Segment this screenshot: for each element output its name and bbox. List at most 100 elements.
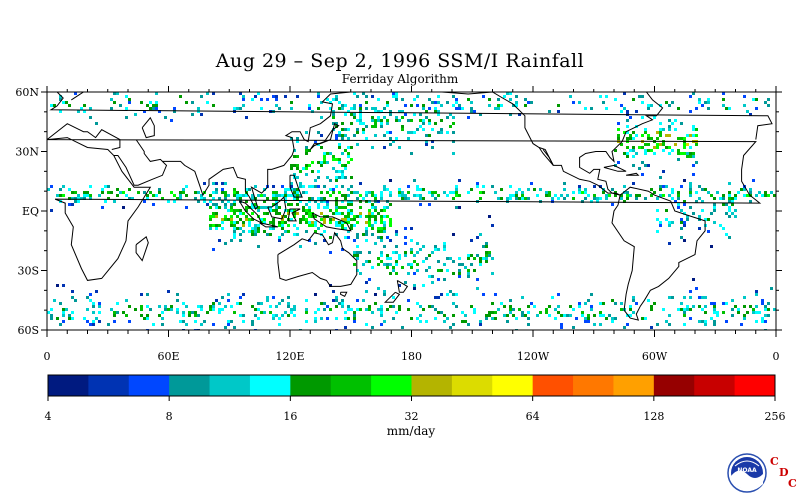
rain-cell — [170, 305, 173, 308]
rain-cell — [98, 320, 101, 323]
rain-cell — [395, 233, 398, 236]
rain-cell — [638, 194, 641, 197]
rain-cell — [386, 104, 389, 107]
rain-cell — [338, 158, 341, 161]
rain-cell — [482, 257, 485, 260]
rain-cell — [389, 203, 392, 206]
rain-cell — [86, 194, 89, 197]
rain-cell — [74, 197, 77, 200]
rain-cell — [350, 203, 353, 206]
rain-cell — [761, 320, 764, 323]
rain-cell — [437, 113, 440, 116]
rain-cell — [683, 296, 686, 299]
rain-cell — [284, 194, 287, 197]
rain-cell — [89, 197, 92, 200]
rain-cell — [707, 98, 710, 101]
rain-cell — [458, 257, 461, 260]
rain-cell — [386, 266, 389, 269]
rain-cell — [374, 221, 377, 224]
rain-cell — [296, 95, 299, 98]
rain-cell — [308, 215, 311, 218]
rain-cell — [497, 98, 500, 101]
rain-cell — [632, 296, 635, 299]
rain-cell — [272, 296, 275, 299]
rain-cell — [194, 197, 197, 200]
rain-cell — [155, 107, 158, 110]
rain-cell — [767, 104, 770, 107]
rain-cell — [629, 137, 632, 140]
rain-cell — [272, 95, 275, 98]
rain-cell — [254, 227, 257, 230]
rain-cell — [221, 221, 224, 224]
rain-cell — [677, 149, 680, 152]
rain-cell — [233, 194, 236, 197]
rain-cell — [383, 245, 386, 248]
rain-cell — [380, 311, 383, 314]
rain-cell — [341, 128, 344, 131]
rain-cell — [158, 110, 161, 113]
rain-cell — [293, 233, 296, 236]
rain-cell — [668, 128, 671, 131]
rain-cell — [200, 305, 203, 308]
rain-cell — [296, 203, 299, 206]
rain-cell — [548, 305, 551, 308]
rain-cell — [269, 305, 272, 308]
rain-cell — [413, 194, 416, 197]
rain-cell — [203, 182, 206, 185]
rain-cell — [122, 311, 125, 314]
rain-cell — [314, 320, 317, 323]
rain-cell — [401, 98, 404, 101]
rain-cell — [212, 323, 215, 326]
rain-cell — [398, 119, 401, 122]
rain-cell — [284, 221, 287, 224]
rain-cell — [470, 110, 473, 113]
rain-cell — [419, 314, 422, 317]
rain-cell — [98, 305, 101, 308]
rain-cell — [233, 107, 236, 110]
rain-cell — [89, 299, 92, 302]
rain-cell — [419, 188, 422, 191]
rain-cell — [269, 227, 272, 230]
rain-cell — [746, 311, 749, 314]
rain-cell — [695, 161, 698, 164]
rain-cell — [368, 221, 371, 224]
rain-cell — [584, 317, 587, 320]
rain-cell — [320, 224, 323, 227]
rain-cell — [569, 305, 572, 308]
rain-cell — [470, 239, 473, 242]
rain-cell — [353, 218, 356, 221]
rain-cell — [398, 308, 401, 311]
rain-cell — [407, 197, 410, 200]
rain-cell — [704, 101, 707, 104]
rain-cell — [227, 209, 230, 212]
rain-cell — [479, 260, 482, 263]
rain-cell — [233, 233, 236, 236]
rain-cell — [47, 311, 50, 314]
rain-cell — [239, 218, 242, 221]
rain-cell — [665, 101, 668, 104]
rain-cell — [299, 218, 302, 221]
rain-cell — [62, 311, 65, 314]
rain-cell — [620, 110, 623, 113]
rain-cell — [338, 134, 341, 137]
rain-cell — [290, 218, 293, 221]
rain-cell — [197, 191, 200, 194]
rain-cell — [242, 293, 245, 296]
rain-cell — [329, 152, 332, 155]
rain-cell — [329, 209, 332, 212]
rain-cell — [452, 260, 455, 263]
rain-cell — [695, 191, 698, 194]
rain-cell — [431, 194, 434, 197]
rain-cell — [275, 305, 278, 308]
rain-cell — [377, 212, 380, 215]
rain-cell — [506, 320, 509, 323]
rain-cell — [422, 260, 425, 263]
rain-cell — [302, 206, 305, 209]
rain-cell — [299, 185, 302, 188]
rain-cell — [344, 227, 347, 230]
rain-cell — [290, 194, 293, 197]
rain-cell — [281, 224, 284, 227]
rain-cell — [614, 98, 617, 101]
rain-cell — [155, 92, 158, 95]
rain-cell — [89, 293, 92, 296]
